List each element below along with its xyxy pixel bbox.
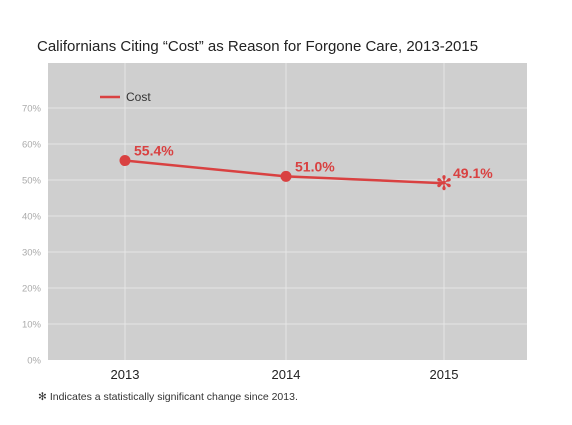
y-tick-label: 60%	[22, 140, 42, 151]
data-point	[119, 155, 131, 167]
y-axis-ticks: 0% 10% 20% 30% 40% 50% 60% 70%	[22, 104, 42, 367]
x-tick-label: 2014	[272, 367, 301, 382]
y-tick-label: 30%	[22, 248, 42, 259]
y-tick-label: 20%	[22, 284, 42, 295]
y-tick-label: 0%	[27, 356, 41, 367]
data-point	[280, 170, 292, 182]
data-label: 51.0%	[295, 158, 335, 174]
significance-marker: ✻	[38, 391, 47, 403]
grid	[48, 63, 527, 360]
y-tick-label: 10%	[22, 320, 42, 331]
legend: Cost	[100, 90, 151, 104]
legend-label: Cost	[126, 90, 151, 104]
x-tick-label: 2013	[111, 367, 140, 382]
data-label: 55.4%	[134, 143, 174, 159]
footnote-text: Indicates a statistically significant ch…	[49, 391, 298, 403]
y-tick-label: 70%	[22, 104, 42, 115]
data-point-significant: ✻	[436, 173, 453, 195]
data-label: 49.1%	[453, 165, 493, 181]
series-cost: 55.4% 51.0% ✻ 49.1%	[119, 143, 493, 195]
x-axis-ticks: 2013 2014 2015	[111, 367, 459, 382]
y-tick-label: 40%	[22, 212, 42, 223]
x-tick-label: 2015	[430, 367, 459, 382]
plot-area	[48, 63, 527, 360]
footnote: ✻ Indicates a statistically significant c…	[38, 391, 298, 403]
y-tick-label: 50%	[22, 176, 42, 187]
chart-title: Californians Citing “Cost” as Reason for…	[37, 38, 479, 55]
